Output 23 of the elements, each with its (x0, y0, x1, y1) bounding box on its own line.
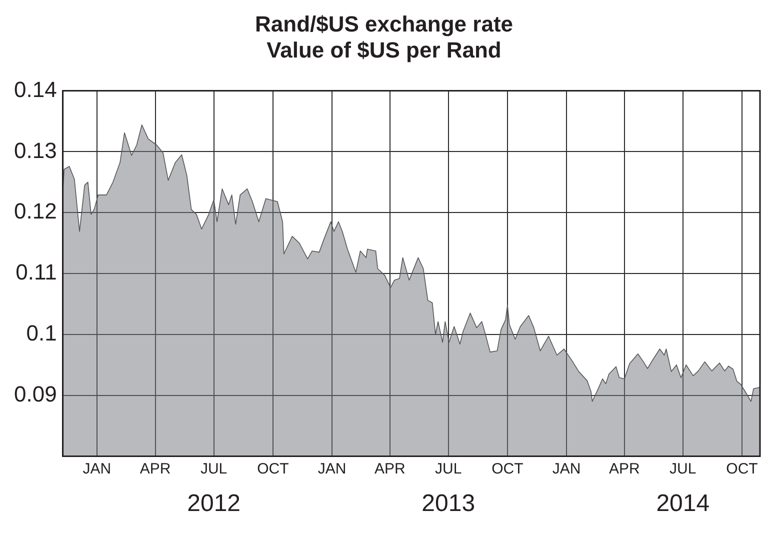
chart-title: Rand/$US exchange rate (255, 11, 513, 36)
x-tick-label: JUL (200, 460, 228, 478)
y-tick-label: 0.12 (14, 198, 57, 224)
x-tick-label: OCT (726, 460, 758, 478)
y-tick-label: 0.14 (14, 76, 57, 102)
x-tick-label: JAN (318, 460, 346, 478)
y-tick-label: 0.11 (16, 260, 57, 285)
x-tick-label: JAN (552, 460, 581, 478)
x-tick-label: JUL (435, 460, 462, 478)
x-tick-label: JAN (82, 460, 112, 478)
y-tick-label: 0.1 (26, 320, 57, 346)
x2-tick-label: 2014 (656, 490, 710, 518)
x-tick-label: OCT (492, 460, 524, 478)
y-tick-label: 0.09 (14, 381, 57, 406)
x-tick-label: APR (374, 460, 406, 478)
x-tick-label: APR (140, 460, 171, 478)
y-tick-label: 0.13 (14, 138, 57, 163)
chart-subtitle: Value of $US per Rand (266, 38, 502, 63)
x-tick-label: OCT (257, 460, 289, 478)
x-tick-label: JUL (670, 460, 696, 478)
x-tick-label: APR (608, 460, 640, 478)
x2-tick-label: 2012 (187, 490, 241, 518)
x2-tick-label: 2013 (422, 490, 476, 518)
